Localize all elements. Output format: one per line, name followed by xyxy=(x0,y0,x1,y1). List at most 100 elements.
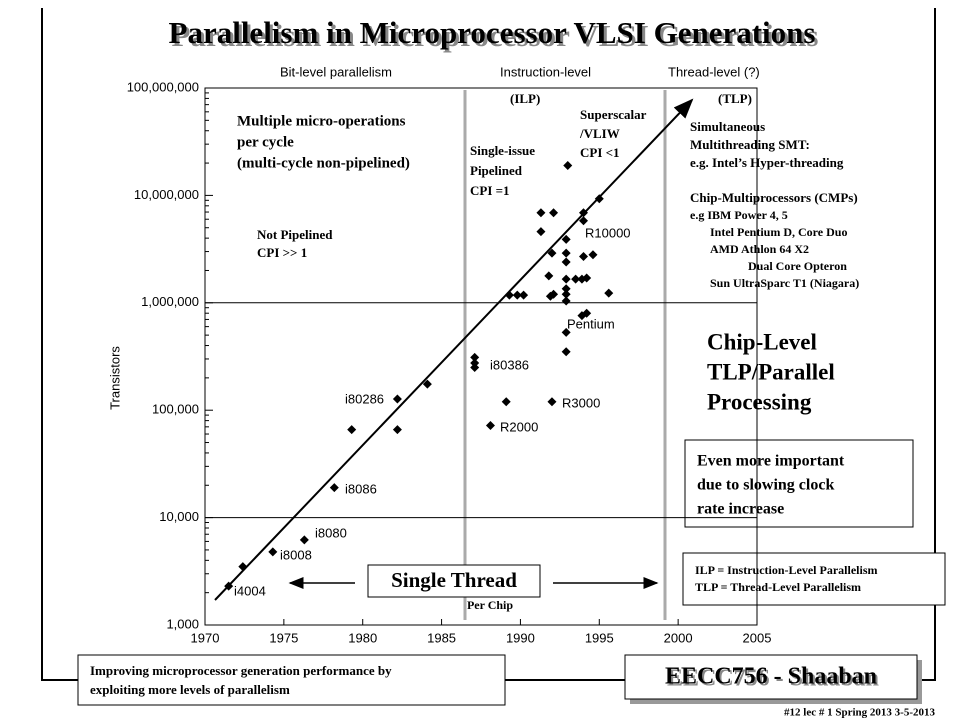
x-tick-label: 1985 xyxy=(427,630,456,645)
annotation: e.g IBM Power 4, 5 xyxy=(690,208,788,222)
title-shadow: Parallelism in Microprocessor VLSI Gener… xyxy=(172,18,819,53)
annotation: Multiple micro-operations xyxy=(237,113,406,129)
annotation: Even more important xyxy=(697,453,845,470)
data-point xyxy=(563,160,573,170)
data-point xyxy=(392,394,402,404)
annotation: Superscalar xyxy=(580,107,647,122)
data-point xyxy=(561,284,571,294)
annotation: Thread-level (?) xyxy=(668,64,760,79)
data-point xyxy=(547,248,557,258)
y-tick-label: 10,000 xyxy=(159,509,199,524)
x-tick-label: 1980 xyxy=(348,630,377,645)
data-point xyxy=(579,208,589,218)
data-point xyxy=(561,248,571,258)
annotation: (multi-cycle non-pipelined) xyxy=(237,155,410,171)
annotation: Chip-Multiprocessors (CMPs) xyxy=(690,190,858,205)
annotation: Single-issue xyxy=(470,143,535,158)
annotation: per cycle xyxy=(237,134,294,150)
data-point xyxy=(561,289,571,299)
annotation: (ILP) xyxy=(510,91,540,106)
data-point xyxy=(485,421,495,431)
point-label: i8080 xyxy=(315,525,347,540)
data-point xyxy=(582,308,592,318)
x-tick-label: 1975 xyxy=(269,630,298,645)
thread-box xyxy=(367,564,541,598)
annotation: Single Thread xyxy=(391,568,517,592)
y-tick-label: 100,000 xyxy=(152,402,199,417)
point-label: R2000 xyxy=(500,419,538,434)
annotation: CPI =1 xyxy=(470,183,510,198)
footer: #12 lec # 1 Spring 2013 3-5-2013 xyxy=(784,707,935,719)
annotation: Not Pipelined xyxy=(257,227,333,242)
point-label: R10000 xyxy=(585,225,631,240)
annotation: TLP = Thread-Level Parallelism xyxy=(695,580,861,594)
data-point xyxy=(224,581,234,591)
data-point xyxy=(470,362,480,372)
annotation: Dual Core Opteron xyxy=(748,259,847,273)
annotation: (TLP) xyxy=(718,91,752,106)
trend-line xyxy=(214,98,694,601)
data-point xyxy=(299,535,309,545)
data-point xyxy=(604,288,614,298)
annotation: Simultaneous xyxy=(690,119,765,134)
data-point xyxy=(547,397,557,407)
annotation: Processing xyxy=(707,389,812,414)
plot-frame xyxy=(204,87,758,626)
y-tick-label: 1,000 xyxy=(166,616,199,631)
annotation: CPI <1 xyxy=(580,145,620,160)
y-tick-label: 10,000,000 xyxy=(134,187,199,202)
annotation: due to slowing clock xyxy=(697,477,834,494)
annotation: exploiting more levels of parallelism xyxy=(90,682,290,697)
data-point xyxy=(561,234,571,244)
data-point xyxy=(422,379,432,389)
summary-box xyxy=(77,654,506,706)
point-label: Pentium xyxy=(567,316,615,331)
annotation: Chip-Level xyxy=(707,329,817,354)
data-point xyxy=(544,271,554,281)
x-tick-label: 1995 xyxy=(585,630,614,645)
course-box xyxy=(624,654,918,700)
annotation: Bit-level parallelism xyxy=(280,64,392,79)
data-point xyxy=(561,327,571,337)
course-label: EECC756 - Shaaban xyxy=(665,664,877,690)
data-point xyxy=(329,483,339,493)
annotation: e.g. Intel’s Hyper-threading xyxy=(690,155,844,170)
y-tick-label: 100,000,000 xyxy=(127,79,199,94)
data-point xyxy=(549,208,559,218)
y-tick-label: 1,000,000 xyxy=(141,294,199,309)
point-label: i8008 xyxy=(280,547,312,562)
annotation: AMD Athlon 64 X2 xyxy=(710,242,809,256)
annotation: Improving microprocessor generation perf… xyxy=(90,663,392,678)
data-point xyxy=(519,290,529,300)
point-label: R3000 xyxy=(562,395,600,410)
slide-title: Parallelism in Microprocessor VLSI Gener… xyxy=(169,15,816,50)
data-point xyxy=(571,274,581,284)
data-point xyxy=(536,208,546,218)
note-box xyxy=(682,552,946,606)
note-box xyxy=(684,439,914,528)
data-point xyxy=(268,547,278,557)
data-point xyxy=(561,274,571,284)
data-point xyxy=(579,216,589,226)
annotation: Per Chip xyxy=(467,598,513,612)
annotation: rate increase xyxy=(697,501,784,518)
data-point xyxy=(579,251,589,261)
course-shadow-text: EECC756 - Shaaban xyxy=(667,666,879,692)
x-tick-label: 1990 xyxy=(506,630,535,645)
data-point xyxy=(561,257,571,267)
data-point xyxy=(561,347,571,357)
annotation: Multithreading SMT: xyxy=(690,137,810,152)
data-point xyxy=(504,290,514,300)
point-label: i80286 xyxy=(345,391,384,406)
point-label: i8086 xyxy=(345,481,377,496)
annotation: Pipelined xyxy=(470,163,523,178)
annotation: Instruction-level xyxy=(500,64,591,79)
data-point xyxy=(392,425,402,435)
data-point xyxy=(588,250,598,260)
data-point xyxy=(594,194,604,204)
annotation: /VLIW xyxy=(579,126,620,141)
annotation: CPI >> 1 xyxy=(257,245,307,260)
point-label: i80386 xyxy=(490,357,529,372)
x-tick-label: 2000 xyxy=(664,630,693,645)
data-point xyxy=(549,289,559,299)
